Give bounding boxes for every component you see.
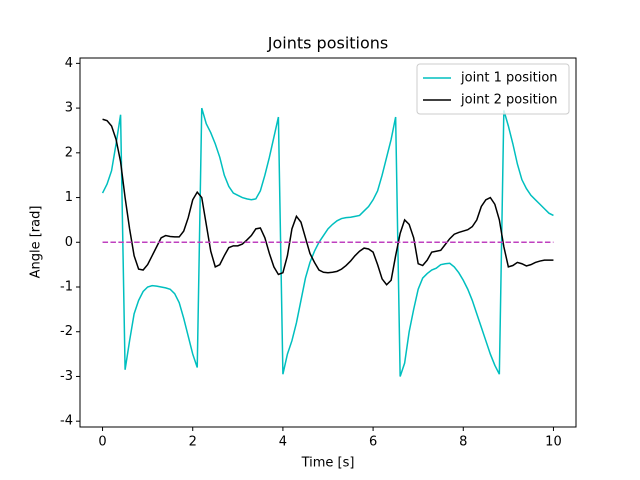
series-line <box>101 107 554 377</box>
x-tick-label: 0 <box>98 435 106 450</box>
y-tick-label: 4 <box>65 56 73 71</box>
x-tick-label: 4 <box>279 435 287 450</box>
x-axis-label: Time [s] <box>301 456 355 471</box>
legend-box <box>416 63 570 115</box>
x-tick-label: 8 <box>459 435 467 450</box>
chart-title: Joints positions <box>267 34 389 53</box>
y-tick-label: -3 <box>60 369 73 384</box>
y-tick-label: -1 <box>60 280 73 295</box>
y-tick-label: -4 <box>60 414 73 429</box>
y-tick-label: 3 <box>65 101 73 116</box>
x-tick-label: 6 <box>369 435 377 450</box>
x-tick-label: 10 <box>545 435 562 450</box>
y-tick-label: 1 <box>65 190 73 205</box>
legend-label: joint 2 position <box>460 93 558 108</box>
plot-frame <box>79 57 577 428</box>
y-tick-label: 2 <box>65 145 73 160</box>
series-line <box>102 118 554 286</box>
y-tick-label: -2 <box>60 324 73 339</box>
legend-label: joint 1 position <box>460 71 558 86</box>
y-axis-label: Angle [rad] <box>29 206 44 279</box>
y-tick-label: 0 <box>65 235 73 250</box>
x-tick-label: 2 <box>189 435 197 450</box>
